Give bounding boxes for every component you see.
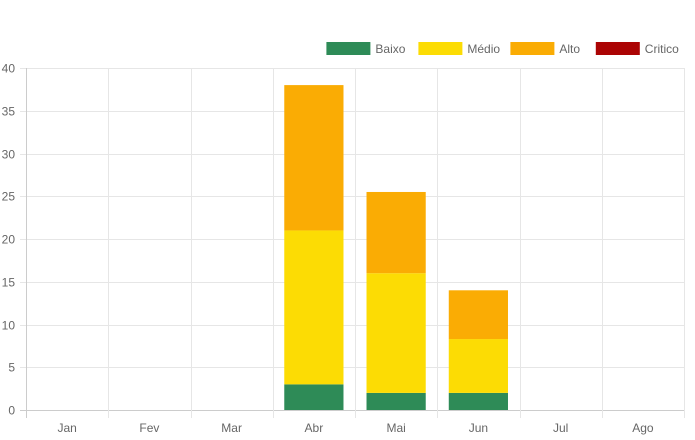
y-tick-label: 35 <box>2 105 16 119</box>
bar-segment-baixo[interactable] <box>448 392 508 410</box>
grid <box>20 68 685 418</box>
bar-segment-alto[interactable] <box>284 85 344 231</box>
bar-segment-baixo[interactable] <box>284 384 344 410</box>
legend-swatch <box>326 42 371 55</box>
y-tick-label: 5 <box>8 361 15 375</box>
x-tick-label: Jul <box>553 421 568 435</box>
x-tick-label: Jun <box>469 421 488 435</box>
x-tick-label: Mar <box>221 421 242 435</box>
y-tick-label: 30 <box>2 148 16 162</box>
y-tick-label: 20 <box>2 233 16 247</box>
legend-item-baixo[interactable]: Baixo <box>326 42 406 56</box>
y-tick-label: 15 <box>2 276 16 290</box>
legend-label: Baixo <box>375 42 405 56</box>
legend-swatch <box>595 42 640 55</box>
legend-swatch <box>418 42 463 55</box>
bar-segment-alto[interactable] <box>448 290 508 340</box>
legend-label: Critico <box>645 42 679 56</box>
legend-label: Médio <box>467 42 500 56</box>
legend-swatch <box>510 42 555 55</box>
y-tick-label: 10 <box>2 319 16 333</box>
bar-segment-médio[interactable] <box>284 230 344 385</box>
bar-segment-médio[interactable] <box>448 339 508 393</box>
legend-item-médio[interactable]: Médio <box>418 42 500 56</box>
x-tick-label: Mai <box>386 421 405 435</box>
legend-item-alto[interactable]: Alto <box>510 42 580 56</box>
bar-segment-médio[interactable] <box>366 273 426 393</box>
bar-segment-alto[interactable] <box>366 191 426 274</box>
y-tick-label: 0 <box>8 404 15 418</box>
x-tick-label: Ago <box>632 421 654 435</box>
bars <box>284 85 508 410</box>
axes: 0 5 10 15 20 25 30 35 40 Jan Fev Mar Abr Mai Jun Jul Ago <box>2 62 654 436</box>
bar-segment-baixo[interactable] <box>366 392 426 410</box>
x-tick-label: Jan <box>57 421 76 435</box>
legend-label: Alto <box>559 42 580 56</box>
x-tick-label: Abr <box>305 421 324 435</box>
y-tick-label: 25 <box>2 190 16 204</box>
y-tick-label: 40 <box>2 62 16 76</box>
x-tick-label: Fev <box>139 421 159 435</box>
legend-item-critico[interactable]: Critico <box>595 42 679 56</box>
legend: Baixo Médio Alto Critico <box>326 42 679 56</box>
